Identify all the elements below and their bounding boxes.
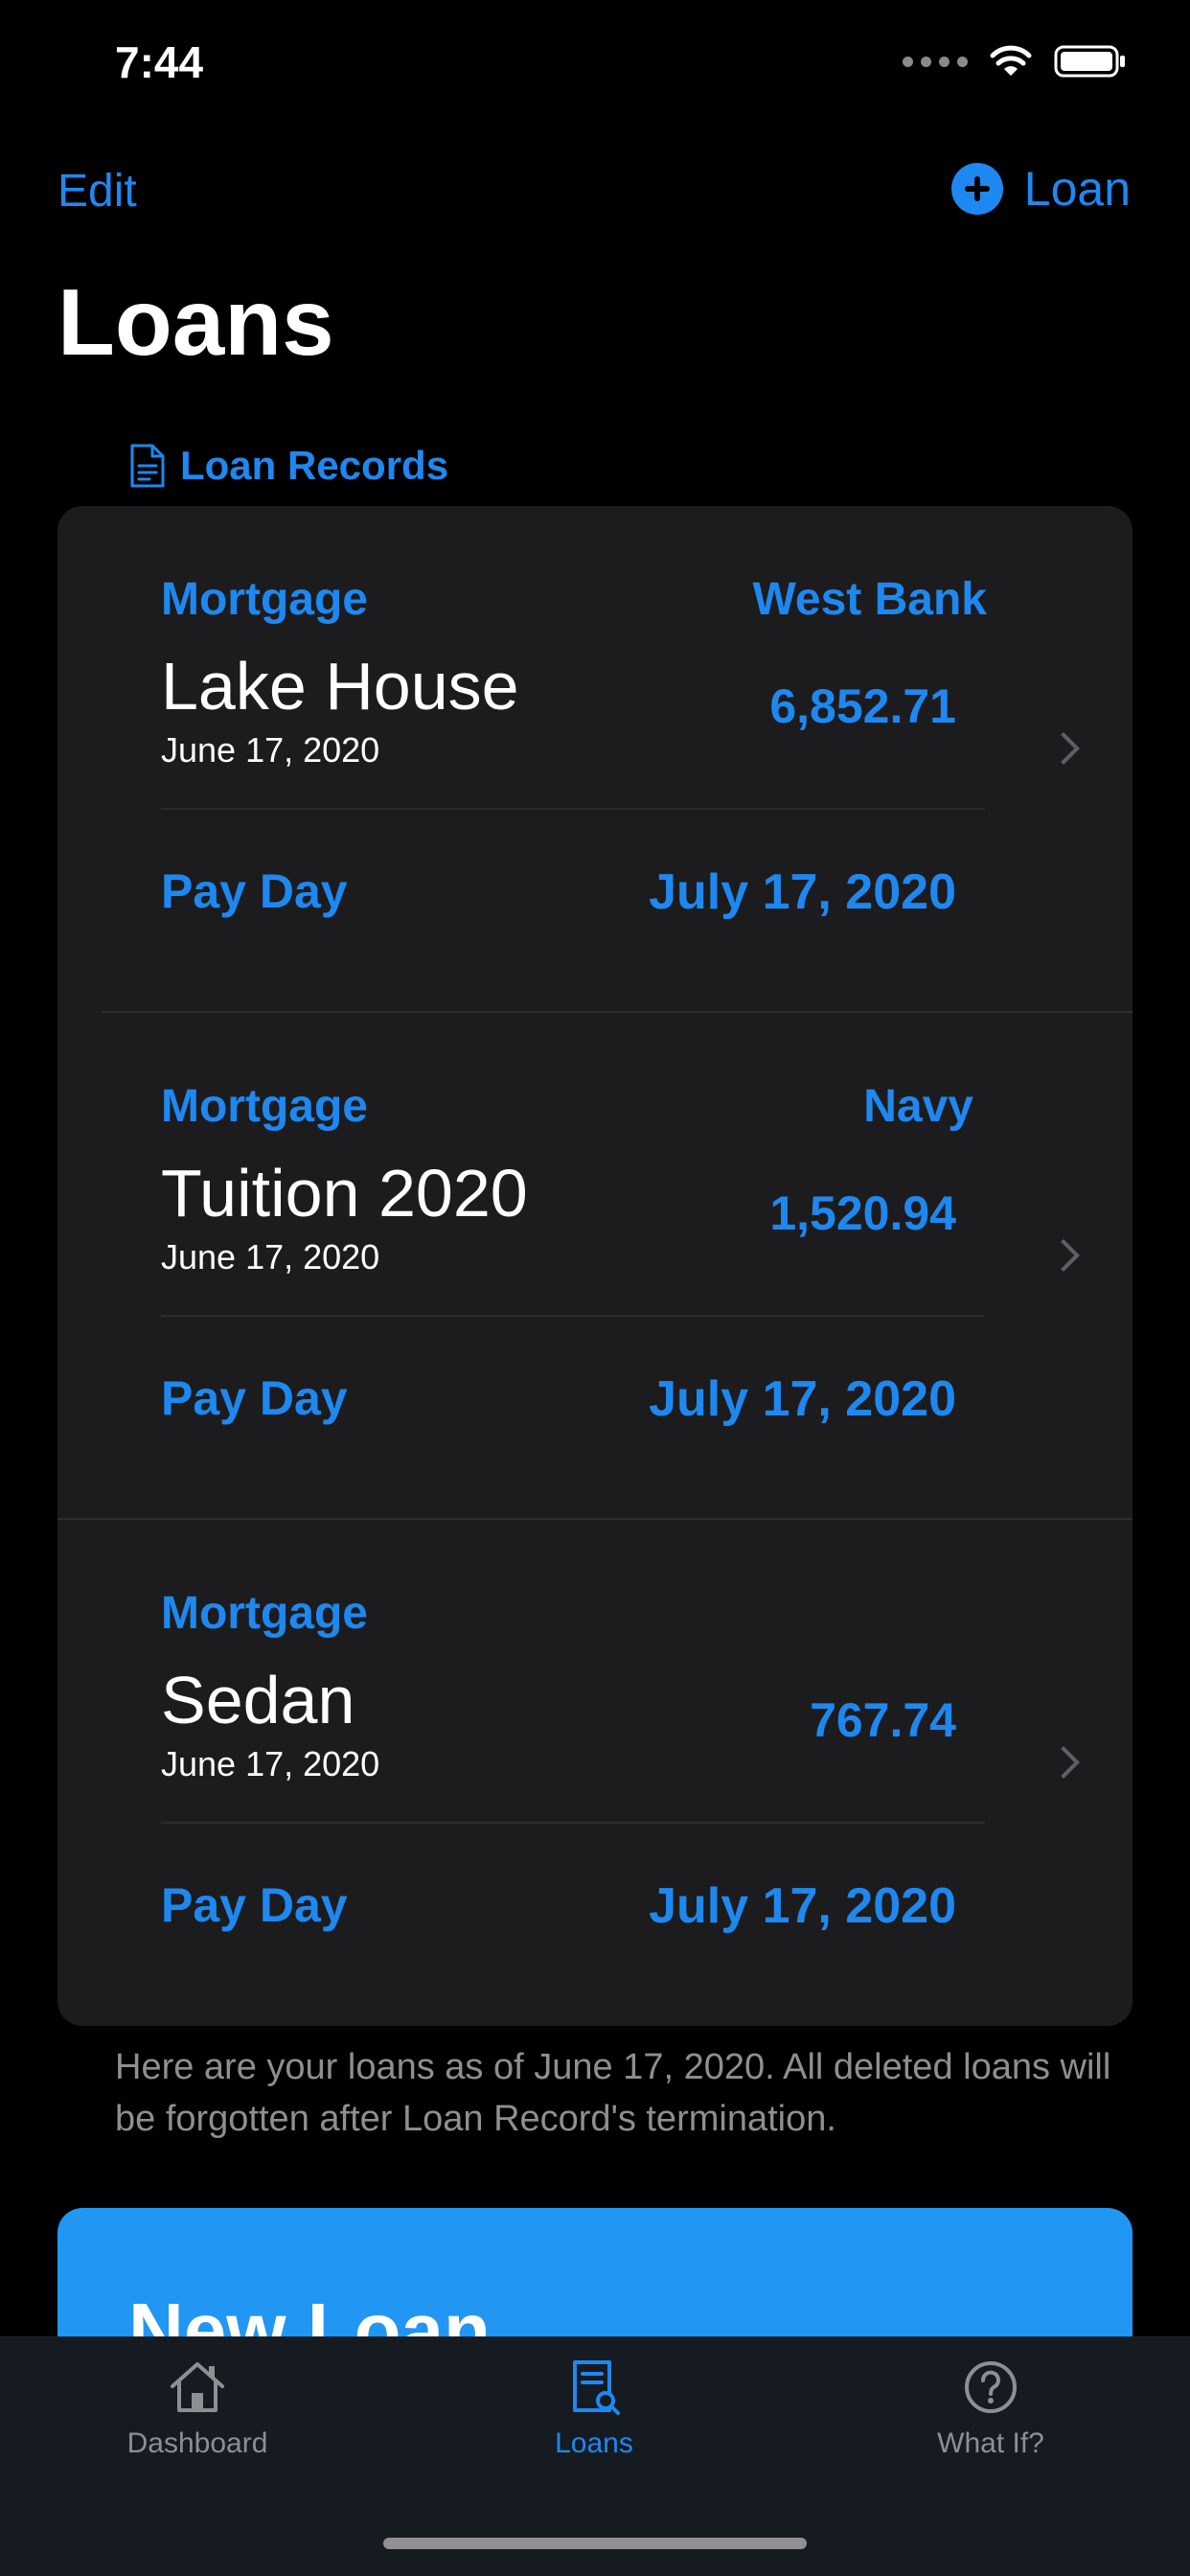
section-header: Loan Records — [128, 443, 448, 489]
tab-label: Loans — [555, 2427, 633, 2459]
loan-type: Mortgage — [161, 1081, 368, 1132]
row-divider — [57, 1518, 1133, 1520]
loan-amount: 767.74 — [810, 1693, 956, 1747]
divider — [161, 1822, 985, 1824]
loan-name: Lake House — [161, 649, 519, 724]
tab-bar: Dashboard Loans What If? — [0, 2336, 1190, 2576]
loan-date: June 17, 2020 — [161, 1237, 380, 1276]
status-icons — [903, 44, 1127, 79]
page-title: Loans — [57, 269, 334, 375]
loan-name: Tuition 2020 — [161, 1156, 528, 1230]
battery-icon — [1054, 45, 1125, 78]
loan-lender: West Bank — [752, 574, 987, 625]
loan-type: Mortgage — [161, 1588, 368, 1639]
loan-date: June 17, 2020 — [161, 1744, 380, 1783]
home-indicator — [383, 2538, 807, 2549]
edit-button[interactable]: Edit — [57, 166, 137, 217]
loan-amount: 1,520.94 — [769, 1186, 956, 1240]
loan-row-sedan[interactable]: Mortgage Sedan June 17, 2020 767.74 Pay … — [57, 1520, 1133, 2026]
loan-lender: Navy — [863, 1081, 973, 1132]
loan-row-lake-house[interactable]: Mortgage West Bank Lake House June 17, 2… — [57, 506, 1133, 1013]
add-loan-label: Loan — [1023, 162, 1131, 216]
row-divider — [102, 1011, 1133, 1013]
add-loan-button[interactable]: Loan — [950, 161, 1131, 217]
status-bar: 7:44 — [0, 0, 1190, 125]
payday-date: July 17, 2020 — [649, 864, 956, 920]
chevron-right-icon — [1047, 1746, 1080, 1779]
document-search-icon — [573, 2360, 620, 2415]
tab-label: Dashboard — [126, 2427, 268, 2459]
question-circle-icon — [965, 2361, 1017, 2413]
section-footnote: Here are your loans as of June 17, 2020.… — [115, 2047, 1111, 2139]
payday-label: Pay Day — [161, 864, 348, 918]
loans-list: Mortgage West Bank Lake House June 17, 2… — [57, 506, 1133, 2026]
divider — [161, 1315, 985, 1317]
document-icon — [130, 444, 165, 488]
house-icon — [171, 2362, 224, 2412]
chevron-right-icon — [1047, 1239, 1080, 1272]
wifi-icon — [990, 45, 1032, 76]
status-time: 7:44 — [115, 37, 204, 87]
loan-type: Mortgage — [161, 574, 368, 625]
tab-dashboard[interactable]: Dashboard — [54, 2357, 341, 2460]
loan-date: June 17, 2020 — [161, 730, 380, 770]
tab-label: What If? — [937, 2427, 1044, 2459]
payday-date: July 17, 2020 — [649, 1371, 956, 1427]
cellular-signal-icon — [903, 56, 968, 67]
section-header-label: Loan Records — [180, 443, 449, 488]
payday-label: Pay Day — [161, 1371, 348, 1425]
loan-name: Sedan — [161, 1663, 355, 1737]
loan-row-tuition-2020[interactable]: Mortgage Navy Tuition 2020 June 17, 2020… — [57, 1013, 1133, 1520]
plus-circle-icon — [950, 163, 1003, 215]
loan-amount: 6,852.71 — [769, 679, 956, 733]
tab-what-if[interactable]: What If? — [847, 2357, 1134, 2460]
tab-loans[interactable]: Loans — [450, 2357, 738, 2460]
divider — [161, 808, 985, 810]
payday-date: July 17, 2020 — [649, 1878, 956, 1934]
payday-label: Pay Day — [161, 1878, 348, 1932]
chevron-right-icon — [1047, 732, 1080, 765]
